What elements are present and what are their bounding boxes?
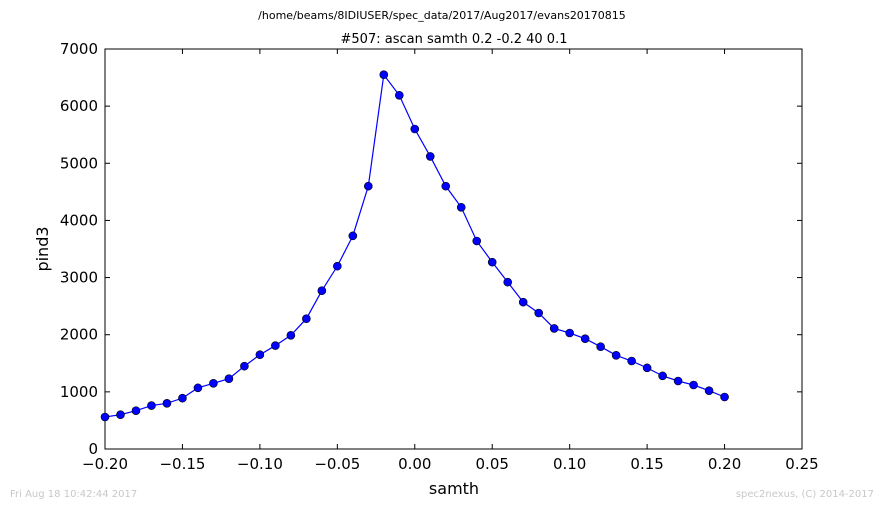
data-point <box>410 124 420 134</box>
x-axis-label: samth <box>429 479 479 498</box>
y-tick-label: 0 <box>88 440 98 458</box>
y-tick-label: 6000 <box>60 97 98 115</box>
data-point <box>224 374 234 384</box>
x-tick-label: 0.25 <box>785 455 818 473</box>
data-point <box>317 286 327 296</box>
y-tick-label: 7000 <box>60 40 98 58</box>
data-point <box>147 401 156 410</box>
data-point <box>549 324 559 333</box>
data-point <box>658 371 667 381</box>
data-point <box>627 356 636 366</box>
data-point <box>611 350 621 360</box>
data-point <box>100 412 110 422</box>
chart-title: #507: ascan samth 0.2 -0.2 40 0.1 <box>341 32 568 47</box>
timestamp-footer: Fri Aug 18 10:42:44 2017 <box>10 489 138 500</box>
y-tick-label: 1000 <box>60 383 98 401</box>
data-point <box>131 406 141 416</box>
data-point <box>425 152 435 161</box>
data-point <box>302 314 311 324</box>
data-point <box>333 261 342 271</box>
data-point <box>720 392 729 402</box>
y-axis-label: pind3 <box>33 226 52 271</box>
plot-frame <box>104 48 803 450</box>
data-point <box>503 277 513 287</box>
data-point <box>441 181 451 191</box>
y-tick-label: 5000 <box>60 154 98 172</box>
x-tick-label: 0.00 <box>398 455 431 473</box>
data-point <box>348 231 358 241</box>
data-point <box>240 361 249 371</box>
y-tick-label: 3000 <box>60 269 98 287</box>
y-tick-label: 2000 <box>60 326 98 344</box>
x-tick-label: −0.15 <box>159 455 205 473</box>
x-tick-label: 0.05 <box>476 455 509 473</box>
x-tick-label: 0.10 <box>553 455 586 473</box>
data-point <box>255 350 265 360</box>
data-point <box>580 334 590 344</box>
x-tick-label: −0.05 <box>314 455 360 473</box>
data-point <box>472 236 482 246</box>
data-point <box>704 386 714 396</box>
axis-ticks: −0.20 −0.15 −0.10 −0.05 0.00 0.05 0.10 0.15 0.20… <box>60 40 819 473</box>
data-point <box>689 380 698 390</box>
data-point <box>116 410 125 420</box>
x-tick-label: −0.10 <box>237 455 283 473</box>
data-point <box>364 181 373 191</box>
data-point <box>271 341 280 350</box>
data-point <box>487 257 497 267</box>
data-point <box>379 70 389 80</box>
data-point <box>162 398 172 408</box>
data-point <box>565 328 574 338</box>
x-tick-label: −0.20 <box>82 455 128 473</box>
data-point <box>596 342 605 352</box>
copyright-footer: spec2nexus, (C) 2014-2017 <box>735 489 874 500</box>
data-point <box>534 308 543 318</box>
data-point <box>518 297 528 307</box>
data-point <box>178 393 187 403</box>
y-tick-label: 4000 <box>60 211 98 229</box>
data-series <box>100 70 729 422</box>
data-point <box>193 383 203 393</box>
data-point <box>456 202 466 212</box>
x-tick-label: 0.20 <box>708 455 741 473</box>
data-point <box>642 363 652 373</box>
data-point <box>286 330 296 340</box>
x-tick-label: 0.15 <box>630 455 663 473</box>
data-point <box>394 90 404 100</box>
data-point <box>673 376 683 386</box>
figure-suptitle: /home/beams/8IDIUSER/spec_data/2017/Aug2… <box>258 9 626 22</box>
data-point <box>209 378 218 388</box>
